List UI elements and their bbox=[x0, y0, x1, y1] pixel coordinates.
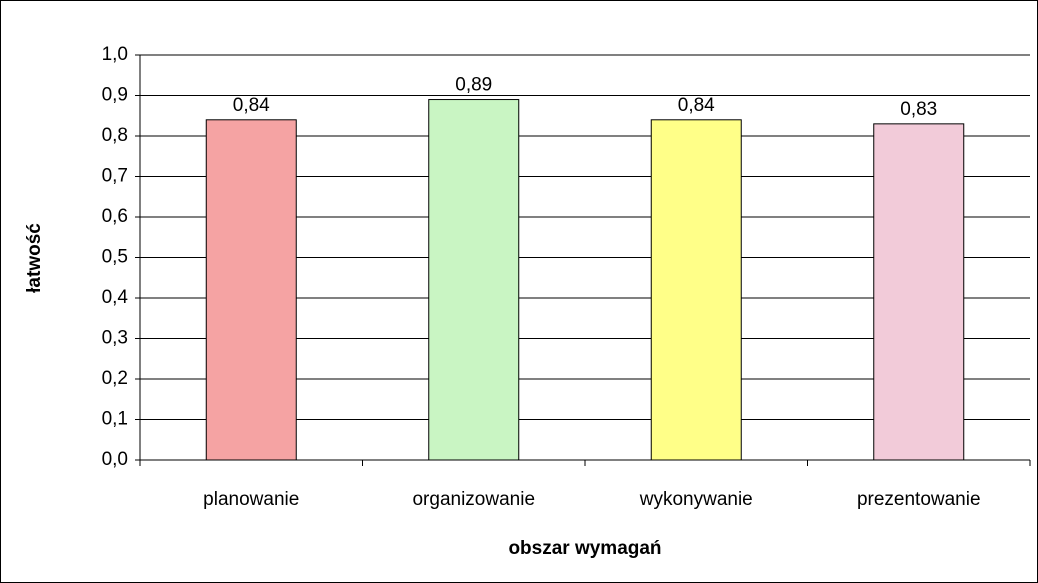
y-tick-label: 0,0 bbox=[102, 449, 128, 470]
y-tick-label: 0,8 bbox=[102, 125, 128, 146]
y-tick-label: 0,5 bbox=[102, 247, 128, 268]
y-tick-label: 0,1 bbox=[102, 409, 128, 430]
y-tick-label: 0,9 bbox=[102, 85, 128, 106]
bar bbox=[650, 119, 742, 461]
bar bbox=[873, 123, 965, 461]
bar bbox=[428, 99, 520, 461]
value-label: 0,89 bbox=[455, 75, 492, 96]
bar bbox=[205, 119, 297, 461]
value-label: 0,84 bbox=[678, 95, 715, 116]
value-label: 0,83 bbox=[900, 99, 937, 120]
y-tick-label: 0,2 bbox=[102, 368, 128, 389]
y-tick-label: 0,6 bbox=[102, 206, 128, 227]
x-tick-label: organizowanie bbox=[412, 489, 535, 510]
y-tick-label: 0,7 bbox=[102, 166, 128, 187]
x-tick-label: prezentowanie bbox=[857, 489, 981, 510]
y-tick-label: 0,4 bbox=[102, 287, 129, 308]
value-label: 0,84 bbox=[233, 95, 270, 116]
x-tick-label: planowanie bbox=[203, 489, 299, 510]
x-tick-label: wykonywanie bbox=[639, 489, 753, 510]
y-tick-label: 1,0 bbox=[102, 44, 128, 65]
x-axis-title: obszar wymagań bbox=[508, 538, 661, 559]
y-axis-title: łatwość bbox=[24, 223, 45, 293]
y-tick-label: 0,3 bbox=[102, 328, 128, 349]
